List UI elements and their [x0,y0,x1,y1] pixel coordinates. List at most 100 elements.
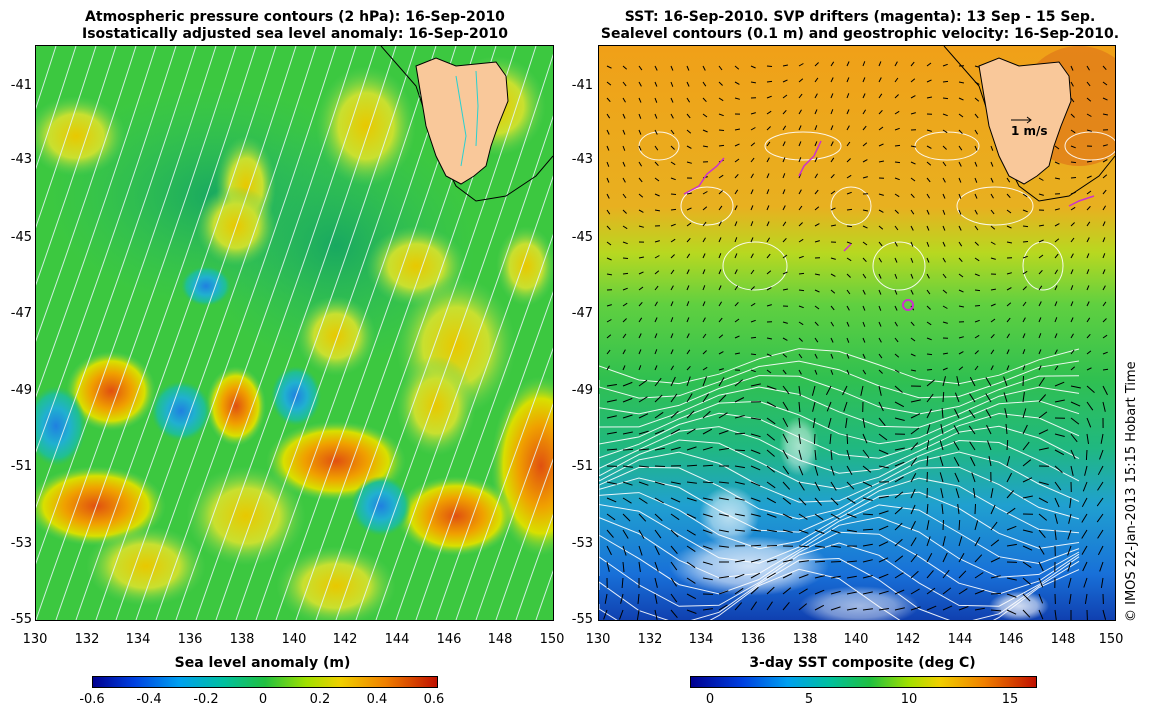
velocity-arrow [734,205,738,211]
velocity-arrow [910,606,921,611]
velocity-arrow [910,337,916,342]
velocity-arrow [830,545,841,548]
velocity-arrow [830,497,839,506]
sealevel-contour [599,400,1080,445]
velocity-arrow [782,513,793,519]
velocity-arrow [670,428,681,435]
velocity-arrow [670,561,678,571]
velocity-arrow [606,129,610,135]
velocity-arrow [606,113,611,119]
velocity-arrow [1022,255,1028,259]
velocity-arrow [1070,317,1074,323]
velocity-arrow [1038,317,1042,323]
velocity-arrow [1038,365,1042,371]
velocity-arrow [670,193,677,195]
velocity-arrow [619,609,624,620]
velocity-arrow [606,529,614,538]
velocity-arrow [1096,497,1104,507]
right-ytick: -51 [571,459,593,474]
sealevel-contour [599,542,1080,607]
velocity-arrow [638,349,642,355]
velocity-arrow [750,81,756,84]
velocity-arrow [654,209,660,212]
velocity-arrow [1069,593,1072,604]
velocity-arrow [910,95,916,99]
velocity-arrow [718,394,727,403]
velocity-arrow [654,255,660,259]
velocity-arrow [686,497,697,502]
velocity-arrow [1102,97,1108,101]
velocity-arrow [894,385,903,393]
velocity-arrow [862,417,866,428]
velocity-arrow [718,237,722,243]
velocity-arrow [670,529,679,538]
velocity-arrow [926,587,936,595]
sealevel-contour [599,386,1080,428]
velocity-arrow [1070,433,1078,443]
velocity-arrow [1070,401,1081,407]
velocity-arrow [622,257,629,259]
velocity-arrow [846,497,856,504]
velocity-arrow [686,577,696,584]
velocity-arrow [1054,269,1059,275]
velocity-arrow [894,161,901,164]
velocity-arrow [842,385,848,396]
velocity-arrow [1070,237,1075,243]
velocity-arrow [813,433,816,445]
velocity-arrow [940,488,944,499]
velocity-arrow [782,271,788,275]
velocity-arrow [990,349,995,355]
velocity-arrow [638,379,648,387]
velocity-arrow [971,472,976,483]
sealevel-contour [599,557,1080,620]
velocity-arrow [910,570,919,579]
left-title: Atmospheric pressure contours (2 hPa): 1… [30,9,560,43]
velocity-arrow [894,538,903,547]
velocity-arrow [782,559,793,563]
velocity-arrow [974,334,980,339]
velocity-arrow [1083,577,1088,588]
velocity-arrow [958,113,964,118]
velocity-arrow [1038,481,1049,486]
velocity-arrow [985,393,992,403]
velocity-arrow [953,425,960,435]
sealevel-contour [599,412,1080,459]
velocity-arrow [878,225,884,230]
velocity-arrow [1102,159,1108,163]
velocity-arrow [622,529,629,539]
velocity-arrow [654,317,658,323]
velocity-arrow [926,353,933,356]
velocity-arrow [846,321,850,327]
velocity-arrow [1054,449,1065,456]
velocity-arrow [718,497,729,501]
velocity-arrow [766,353,772,357]
velocity-arrow [686,269,690,275]
velocity-arrow [974,503,976,515]
velocity-arrow [969,441,976,451]
velocity-arrow [894,476,904,483]
velocity-arrow [670,376,676,387]
velocity-arrow [894,94,899,99]
velocity-arrow [718,351,724,355]
velocity-arrow [734,497,745,501]
velocity-arrow [1005,423,1008,435]
velocity-arrow [702,301,706,307]
velocity-arrow [1102,368,1109,371]
sealevel-contour [599,348,1080,385]
velocity-arrow [1038,561,1044,572]
velocity-arrow [686,464,698,467]
velocity-arrow [766,558,777,563]
velocity-arrow [830,529,841,534]
velocity-arrow [1102,269,1106,275]
velocity-arrow [1054,497,1060,508]
velocity-arrow [910,145,916,148]
velocity-arrow [942,587,952,595]
velocity-arrow [718,529,729,533]
velocity-arrow [798,63,804,67]
velocity-arrow [969,376,976,387]
velocity-arrow [1102,301,1107,307]
velocity-arrow [958,536,963,547]
velocity-arrow [670,393,678,403]
velocity-arrow [782,221,787,227]
pressure-contour [135,46,337,620]
